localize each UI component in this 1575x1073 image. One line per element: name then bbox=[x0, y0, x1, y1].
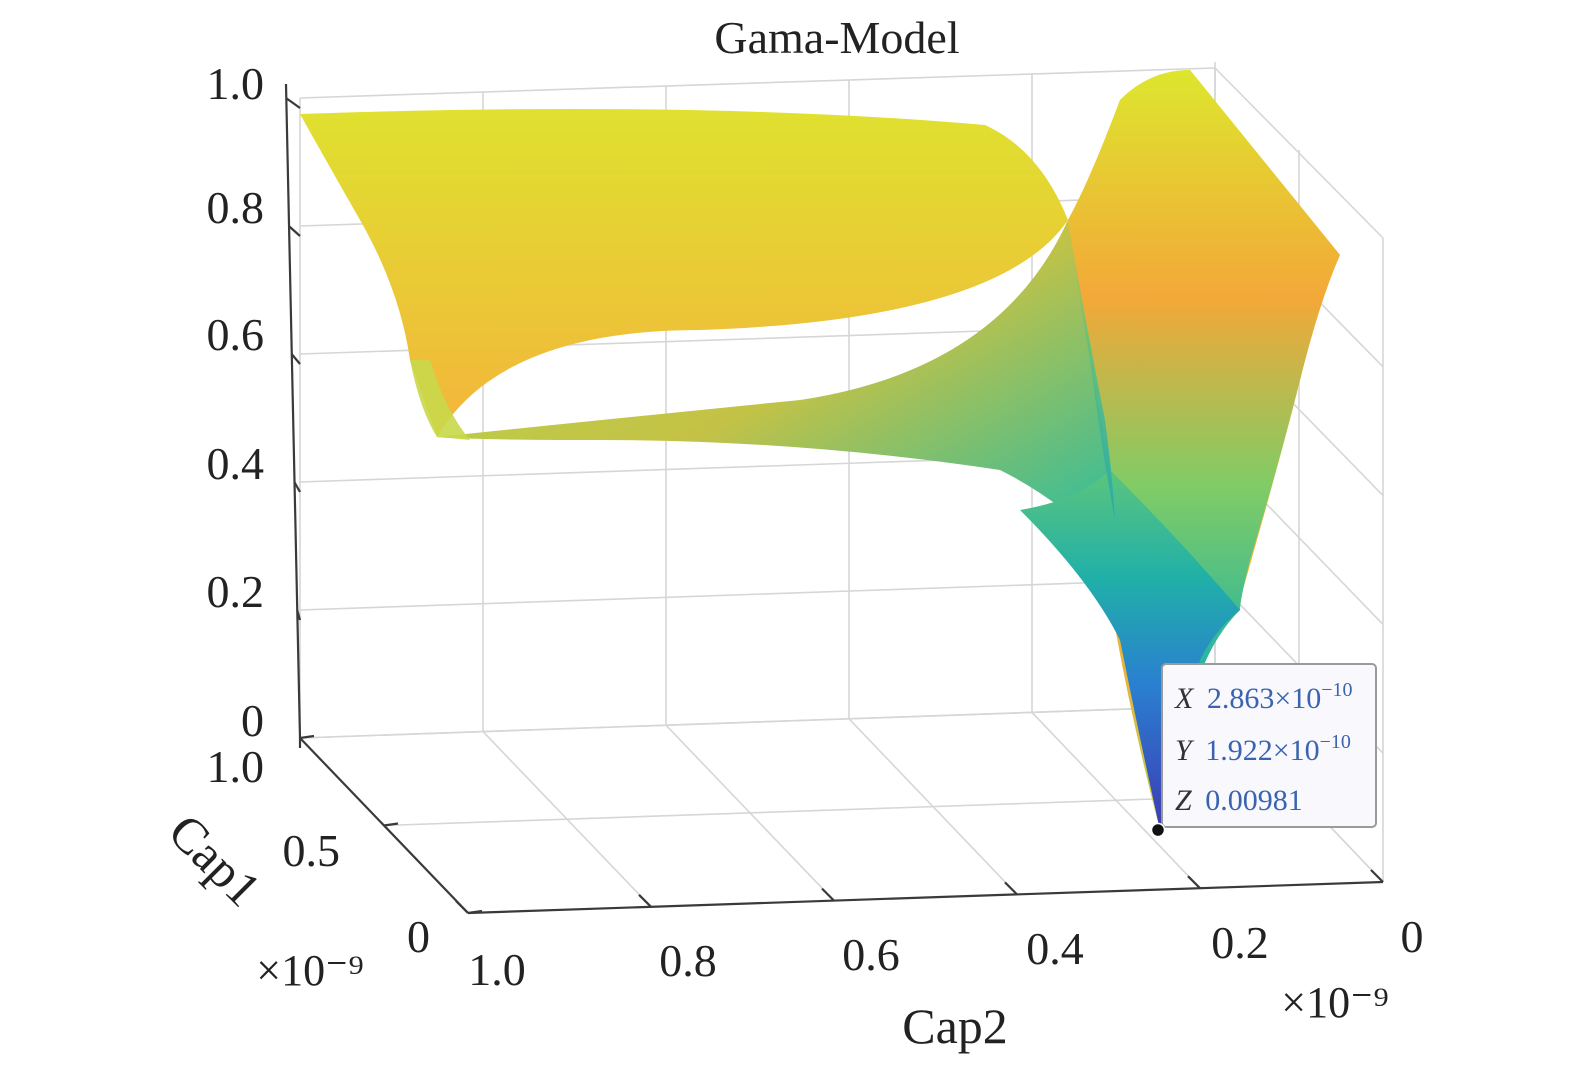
z-tick-label: 0.2 bbox=[207, 566, 265, 617]
tick-marks bbox=[285, 97, 1384, 915]
z-tick-mark bbox=[285, 97, 301, 109]
grid-line bbox=[299, 705, 1216, 739]
surface-spine bbox=[1068, 220, 1115, 520]
y-tick-mark bbox=[299, 734, 315, 740]
grid-line bbox=[383, 793, 1300, 827]
y-tick-mark bbox=[383, 822, 399, 827]
x-axis-line bbox=[467, 880, 1384, 915]
z-tick-label: 0.6 bbox=[207, 309, 265, 360]
z-tick-label: 0.4 bbox=[207, 438, 265, 489]
z-tick-mark bbox=[290, 353, 301, 365]
x-tick-mark bbox=[1370, 869, 1384, 883]
y-axis-multiplier: ×10⁻⁹ bbox=[256, 946, 363, 995]
x-tick-label: 0.8 bbox=[659, 935, 717, 986]
data-tip-z: Z 0.00981 bbox=[1175, 784, 1303, 817]
grid-line bbox=[299, 67, 1216, 99]
axes bbox=[284, 83, 1384, 915]
x-tick-mark bbox=[638, 894, 652, 908]
z-tick-mark bbox=[293, 481, 301, 493]
x-axis-multiplier: ×10⁻⁹ bbox=[1281, 978, 1388, 1027]
x-tick-label: 0.6 bbox=[842, 929, 900, 980]
x-tick-mark bbox=[1187, 875, 1201, 889]
y-tick-label: 1.0 bbox=[207, 741, 265, 792]
x-tick-mark bbox=[1004, 881, 1018, 896]
z-tick-mark bbox=[288, 225, 301, 237]
surface-well bbox=[1020, 470, 1240, 830]
z-axis-line bbox=[284, 83, 302, 739]
surface bbox=[300, 70, 1340, 830]
x-tick-label: 1.0 bbox=[468, 944, 526, 995]
chart-title: Gama-Model bbox=[714, 12, 959, 63]
x-tick-labels: 1.0 0.8 0.6 0.4 0.2 0 bbox=[468, 911, 1423, 995]
data-tip-y: Y 1.922×10−10 bbox=[1175, 731, 1351, 767]
y-tick-mark bbox=[467, 909, 483, 915]
grid-line bbox=[299, 577, 1216, 611]
z-tick-labels: 0 0.2 0.4 0.6 0.8 1.0 bbox=[207, 58, 265, 746]
x-tick-label: 0.4 bbox=[1026, 923, 1084, 974]
x-axis-label: Cap2 bbox=[902, 998, 1008, 1054]
z-tick-label: 0.8 bbox=[207, 182, 265, 233]
z-tick-label: 1.0 bbox=[207, 58, 265, 109]
x-tick-label: 0 bbox=[1401, 911, 1424, 962]
x-tick-mark bbox=[455, 900, 469, 914]
surface-left-edge bbox=[410, 360, 470, 440]
data-tip-box bbox=[1161, 663, 1377, 828]
data-tip[interactable]: X 2.863×10−10 Y 1.922×10−10 Z 0.00981 bbox=[1150, 663, 1377, 838]
y-tick-label: 0 bbox=[407, 911, 430, 962]
z-tick-label: 0 bbox=[241, 695, 264, 746]
y-axis-label: Cap1 bbox=[158, 803, 272, 917]
z-tick-mark bbox=[296, 609, 302, 621]
y-tick-labels: 1.0 0.5 0 bbox=[207, 741, 431, 962]
x-tick-mark bbox=[821, 887, 835, 902]
x-tick-label: 0.2 bbox=[1211, 917, 1269, 968]
y-tick-label: 0.5 bbox=[283, 825, 341, 876]
data-tip-x: X 2.863×10−10 bbox=[1174, 679, 1353, 715]
surface-front-face bbox=[437, 220, 1160, 620]
data-tip-marker[interactable] bbox=[1150, 822, 1166, 838]
